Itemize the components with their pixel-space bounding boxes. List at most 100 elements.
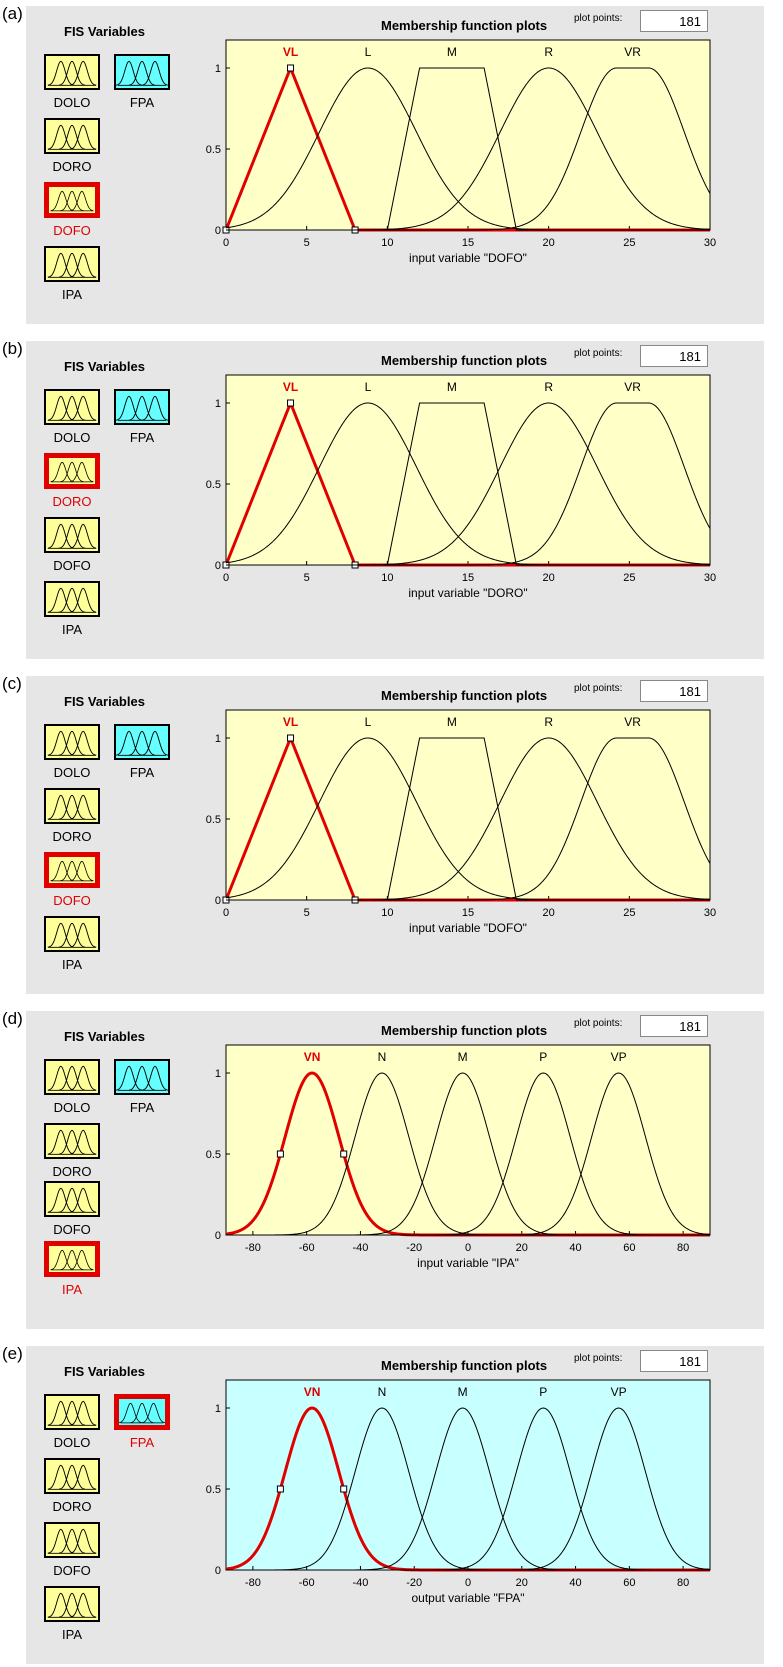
plot-area[interactable] xyxy=(225,1044,711,1236)
mf-handle[interactable] xyxy=(287,734,295,742)
plot-area[interactable] xyxy=(225,709,711,901)
plot-points-input[interactable] xyxy=(640,680,708,702)
mf-label-m[interactable]: M xyxy=(458,1385,468,1399)
mf-label-p[interactable]: P xyxy=(539,1385,547,1399)
fis-var-box-dofo[interactable] xyxy=(44,1181,100,1217)
fis-var-box-doro[interactable] xyxy=(44,453,100,489)
mf-label-vr[interactable]: VR xyxy=(624,715,641,729)
x-tick-label: 10 xyxy=(381,572,393,584)
fis-var-box-dolo[interactable] xyxy=(44,54,100,90)
mf-label-m[interactable]: M xyxy=(447,715,457,729)
fis-var-box-dofo[interactable] xyxy=(44,852,100,888)
x-tick-label: 0 xyxy=(223,237,229,249)
fis-var-box-ipa[interactable] xyxy=(44,916,100,952)
fis-editor-panel: FIS Variables DOLO DORO DOFO IPA FPA Membershi… xyxy=(26,341,764,659)
plot-points-input[interactable] xyxy=(640,345,708,367)
y-tick-label: 0.5 xyxy=(206,144,221,156)
mf-curve-vr[interactable] xyxy=(226,402,711,566)
fis-var-box-doro[interactable] xyxy=(44,118,100,154)
panel-letter: (a) xyxy=(2,4,23,23)
mf-label-vr[interactable]: VR xyxy=(624,380,641,394)
fis-var-box-ipa[interactable] xyxy=(44,1586,100,1622)
gaussian-mf-icon xyxy=(47,587,97,613)
mf-label-vp[interactable]: VP xyxy=(611,1050,627,1064)
fis-variables-title: FIS Variables xyxy=(64,359,145,374)
y-tick-label: 1 xyxy=(215,1403,221,1415)
mf-handle[interactable] xyxy=(340,1485,348,1493)
mf-handle[interactable] xyxy=(340,1150,348,1158)
y-tick-label: 1 xyxy=(215,63,221,75)
fis-var-label-ipa: IPA xyxy=(62,287,82,302)
mf-label-m[interactable]: M xyxy=(447,380,457,394)
plot-points-input[interactable] xyxy=(640,1350,708,1372)
fis-var-box-dofo[interactable] xyxy=(44,182,100,218)
y-tick-label: 0 xyxy=(215,1230,221,1242)
x-axis-label: input variable "DORO" xyxy=(408,586,527,600)
mf-label-n[interactable]: N xyxy=(378,1050,387,1064)
mf-label-m[interactable]: M xyxy=(458,1050,468,1064)
x-tick-label: 25 xyxy=(623,572,635,584)
mf-label-r[interactable]: R xyxy=(544,380,553,394)
plot-area[interactable] xyxy=(225,374,711,566)
mf-label-m[interactable]: M xyxy=(447,45,457,59)
mf-label-r[interactable]: R xyxy=(544,715,553,729)
fis-var-box-ipa[interactable] xyxy=(44,246,100,282)
mf-label-p[interactable]: P xyxy=(539,1050,547,1064)
membership-plot-title: Membership function plots xyxy=(381,1023,548,1038)
fis-var-label-doro: DORO xyxy=(52,1499,92,1514)
fis-var-box-ipa[interactable] xyxy=(44,581,100,617)
mf-handle[interactable] xyxy=(287,64,295,72)
mf-label-n[interactable]: N xyxy=(378,1385,387,1399)
x-tick-label: 40 xyxy=(569,1242,581,1254)
plot-points-input[interactable] xyxy=(640,10,708,32)
fis-var-box-fpa[interactable] xyxy=(114,1394,170,1430)
plot-points-label: plot points: xyxy=(574,1353,623,1364)
mf-curve-vr[interactable] xyxy=(226,67,711,231)
fis-var-box-dofo[interactable] xyxy=(44,517,100,553)
fis-var-box-dolo[interactable] xyxy=(44,1394,100,1430)
fis-var-box-ipa[interactable] xyxy=(44,1241,100,1277)
x-tick-label: 20 xyxy=(516,1242,528,1254)
mf-label-l[interactable]: L xyxy=(365,380,372,394)
fis-var-box-fpa[interactable] xyxy=(114,54,170,90)
plot-area[interactable] xyxy=(225,39,711,231)
fis-var-box-doro[interactable] xyxy=(44,1458,100,1494)
fis-var-box-dolo[interactable] xyxy=(44,1059,100,1095)
mf-label-vl[interactable]: VL xyxy=(283,380,298,394)
gaussian-mf-icon xyxy=(116,60,168,86)
mf-label-vn[interactable]: VN xyxy=(304,1385,321,1399)
gaussian-mf-icon xyxy=(47,1400,97,1426)
fis-var-label-dolo: DOLO xyxy=(53,1435,91,1450)
x-tick-label: 0 xyxy=(465,1577,471,1589)
mf-label-r[interactable]: R xyxy=(544,45,553,59)
fis-var-box-fpa[interactable] xyxy=(114,389,170,425)
mf-label-l[interactable]: L xyxy=(365,45,372,59)
mf-label-vr[interactable]: VR xyxy=(624,45,641,59)
x-tick-label: 30 xyxy=(704,907,716,919)
plot-points-input[interactable] xyxy=(640,1015,708,1037)
mf-curve-vr[interactable] xyxy=(226,737,711,901)
fis-var-box-dolo[interactable] xyxy=(44,389,100,425)
plot-area[interactable] xyxy=(225,1379,711,1571)
fis-var-box-dofo[interactable] xyxy=(44,1522,100,1558)
fis-var-box-dolo[interactable] xyxy=(44,724,100,760)
fis-var-box-doro[interactable] xyxy=(44,788,100,824)
mf-handle[interactable] xyxy=(276,1150,284,1158)
mf-label-vn[interactable]: VN xyxy=(304,1050,321,1064)
mf-label-vl[interactable]: VL xyxy=(283,715,298,729)
mf-label-vp[interactable]: VP xyxy=(611,1385,627,1399)
gaussian-mf-icon xyxy=(47,60,97,86)
fis-var-label-dofo: DOFO xyxy=(53,1222,91,1237)
mf-label-l[interactable]: L xyxy=(365,715,372,729)
mf-curve-vp[interactable] xyxy=(226,1407,711,1571)
x-tick-label: 80 xyxy=(677,1242,689,1254)
fis-var-box-fpa[interactable] xyxy=(114,1059,170,1095)
mf-handle[interactable] xyxy=(276,1485,284,1493)
mf-label-vl[interactable]: VL xyxy=(283,45,298,59)
fis-var-box-fpa[interactable] xyxy=(114,724,170,760)
mf-curve-vp[interactable] xyxy=(226,1072,711,1236)
fis-variables-title: FIS Variables xyxy=(64,694,145,709)
fis-var-box-doro[interactable] xyxy=(44,1123,100,1159)
mf-handle[interactable] xyxy=(287,399,295,407)
